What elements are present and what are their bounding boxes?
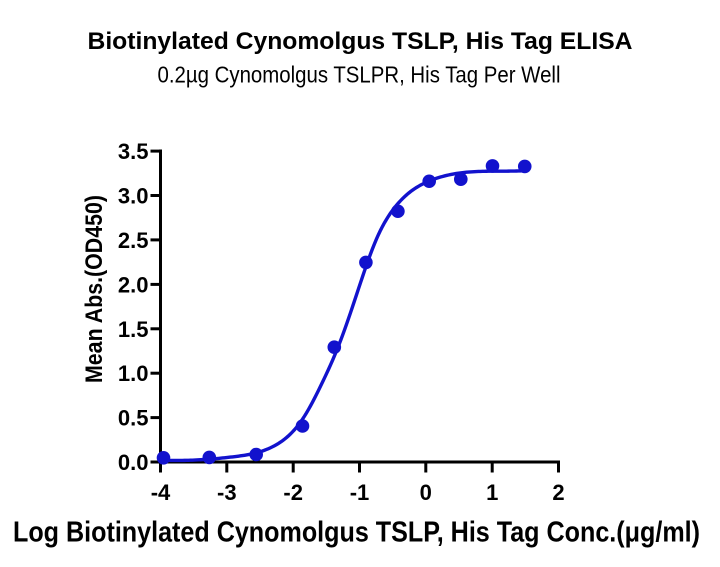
svg-text:Biotinylated Cynomolgus TSLP,: Biotinylated Cynomolgus TSLP, His Tag EL… <box>88 28 633 55</box>
svg-text:0.2µg Cynomolgus TSLPR, His Ta: 0.2µg Cynomolgus TSLPR, His Tag Per Well <box>158 62 561 88</box>
svg-text:-2: -2 <box>283 480 303 505</box>
svg-text:1: 1 <box>486 480 498 505</box>
svg-text:Mean Abs.(OD450): Mean Abs.(OD450) <box>81 195 108 383</box>
svg-text:Log Biotinylated Cynomolgus TS: Log Biotinylated Cynomolgus TSLP, His Ta… <box>13 517 700 549</box>
svg-text:-4: -4 <box>151 480 171 505</box>
svg-text:2: 2 <box>552 480 564 505</box>
svg-text:1.0: 1.0 <box>118 361 149 386</box>
svg-text:3.5: 3.5 <box>118 139 149 164</box>
svg-text:0.0: 0.0 <box>118 450 149 475</box>
svg-text:1.5: 1.5 <box>118 317 149 342</box>
svg-text:2.0: 2.0 <box>118 272 149 297</box>
svg-text:-3: -3 <box>217 480 237 505</box>
svg-text:3.0: 3.0 <box>118 184 149 209</box>
svg-text:2.5: 2.5 <box>118 228 149 253</box>
svg-text:-1: -1 <box>350 480 370 505</box>
svg-text:0.5: 0.5 <box>118 406 149 431</box>
svg-text:0: 0 <box>420 480 432 505</box>
